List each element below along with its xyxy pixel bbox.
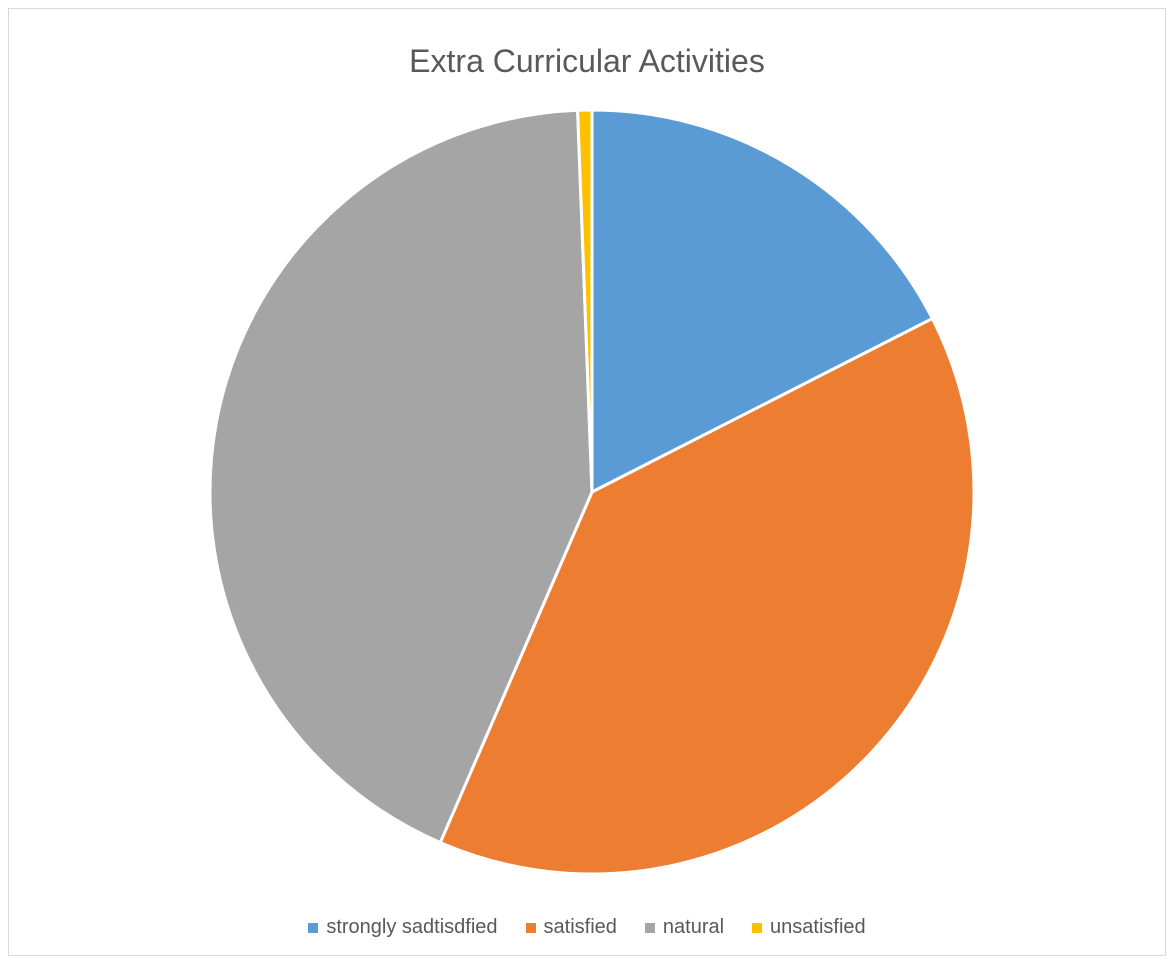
legend-item-natural: natural [644, 916, 725, 939]
legend-swatch [308, 922, 319, 933]
pie-slice-strongly-sadtisdfied [590, 108, 934, 494]
legend-item-strongly-satisfied: strongly sadtisdfied [308, 916, 498, 939]
legend: strongly sadtisdfied satisfied natural u… [9, 916, 1165, 939]
legend-swatch [752, 922, 763, 933]
legend-swatch [525, 922, 536, 933]
legend-label: unsatisfied [770, 916, 866, 938]
pie-slice-satisfied [438, 317, 976, 876]
pie-slice-natural [208, 108, 594, 845]
legend-swatch [644, 922, 655, 933]
chart-title: Extra Curricular Activities [409, 43, 765, 79]
legend-item-satisfied: satisfied [525, 916, 617, 939]
legend-label: strongly sadtisdfied [326, 916, 498, 938]
legend-label: natural [662, 916, 725, 938]
pie-slice-unsatisfied [576, 108, 594, 494]
legend-item-unsatisfied: unsatisfied [752, 916, 866, 939]
legend-label: satisfied [543, 916, 617, 938]
